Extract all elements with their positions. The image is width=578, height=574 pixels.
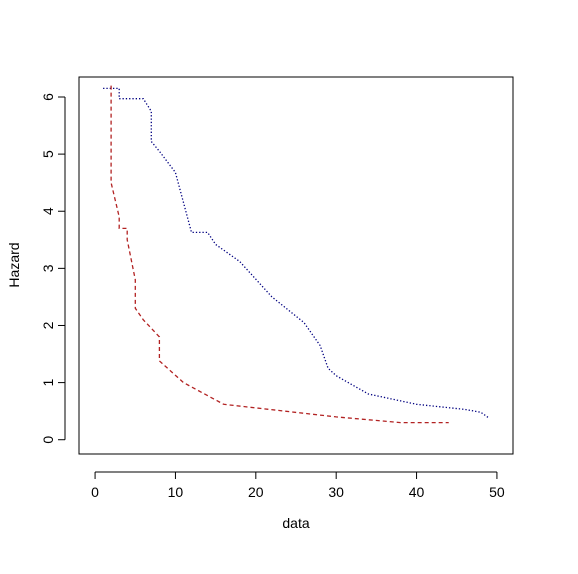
y-tick-label: 2 [40,321,56,329]
y-axis: 0 1 2 3 4 5 6 [40,93,66,444]
y-tick-label: 6 [40,93,56,101]
series-group [103,85,490,424]
y-tick-label: 5 [40,150,56,158]
x-tick-label: 20 [248,484,264,500]
x-tick-label: 50 [489,484,505,500]
y-axis-label: Hazard [6,242,22,287]
y-tick-label: 3 [40,264,56,272]
y-tick-label: 4 [40,207,56,215]
x-axis: 0 10 20 30 40 50 [91,471,505,500]
x-axis-label: data [282,515,309,531]
y-tick-label: 1 [40,378,56,386]
x-tick-label: 30 [328,484,344,500]
x-tick-label: 10 [168,484,184,500]
series-2-line [110,85,449,424]
plot-frame [78,76,514,455]
x-tick-label: 0 [91,484,99,500]
y-tick-label: 0 [40,436,56,444]
series-1-line [103,87,490,419]
x-tick-label: 40 [409,484,425,500]
